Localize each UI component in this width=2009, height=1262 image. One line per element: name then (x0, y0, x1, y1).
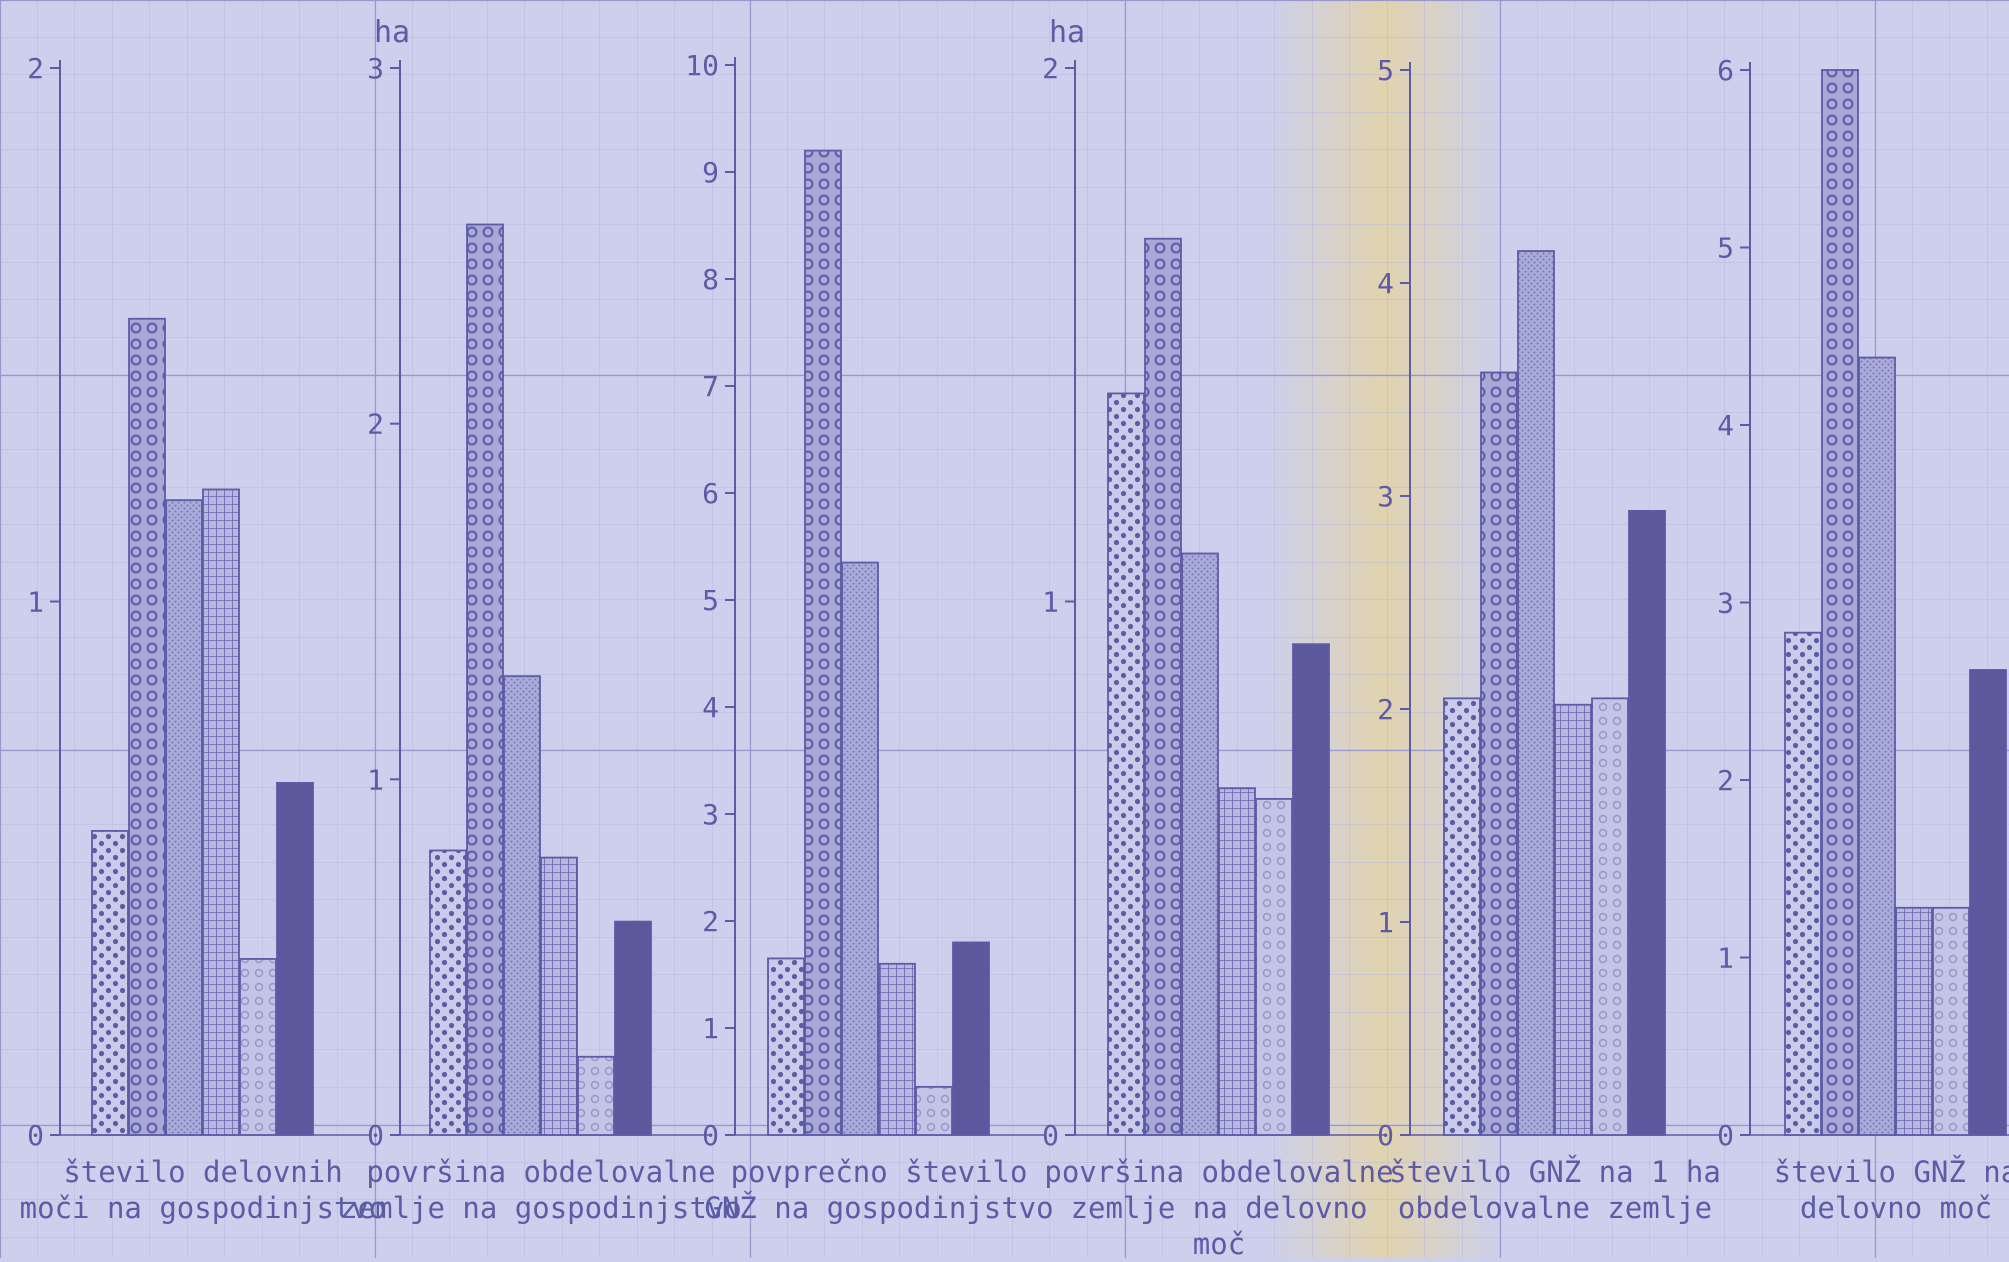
bar-light-circles (1255, 797, 1293, 1136)
y-tick-label: 5 (1377, 54, 1394, 87)
bar-light-circles (1932, 906, 1970, 1136)
y-tick-label: 8 (702, 263, 719, 296)
bar-circles (1144, 237, 1182, 1136)
y-tick-label: 5 (1717, 232, 1734, 265)
bar-stipple (1181, 552, 1219, 1136)
y-tick-label: 4 (1717, 409, 1734, 442)
y-tick-label: 1 (1377, 906, 1394, 939)
bar-grid (1895, 906, 1933, 1136)
category-label-line: moči na gospodinjstvo (20, 1191, 387, 1225)
y-tick-label: 3 (1717, 587, 1734, 620)
y-tick-label: 1 (702, 1012, 719, 1045)
category-label-line: površina obdelovalne (1044, 1155, 1393, 1189)
y-tick-label: 10 (685, 49, 719, 82)
bar-light-circles (577, 1055, 615, 1136)
bar-solid (1292, 643, 1330, 1136)
category-label-line: število delovnih (63, 1155, 342, 1189)
bar-circles (466, 223, 504, 1136)
bar-solid (952, 941, 990, 1136)
bar-stipple (841, 561, 879, 1136)
bar-grid (202, 488, 240, 1136)
bar-grid (878, 962, 916, 1136)
y-tick-label: 1 (367, 763, 384, 796)
bar-dots (1784, 631, 1822, 1136)
bar-solid (1969, 669, 2007, 1136)
bar-solid (276, 781, 314, 1136)
y-tick-label: 4 (1377, 267, 1394, 300)
bar-grid (540, 856, 578, 1136)
category-label-line: število GNŽ na (1774, 1155, 2009, 1189)
bar-grid (1218, 787, 1256, 1136)
y-tick-label: 9 (702, 156, 719, 189)
y-tick-label: 3 (367, 52, 384, 85)
bar-dots (429, 849, 467, 1136)
bar-dots (91, 830, 129, 1136)
category-label-line: povprečno število (731, 1155, 1028, 1189)
category-label-line: število GNŽ na 1 ha (1389, 1155, 1721, 1189)
y-tick-label: 4 (702, 691, 719, 724)
y-tick-label: 0 (1377, 1119, 1394, 1152)
y-tick-label: 1 (1717, 942, 1734, 975)
y-tick-label: 1 (27, 586, 44, 619)
category-label-line: zemlje na delovno (1071, 1191, 1368, 1225)
y-unit-label: ha (1049, 15, 1085, 50)
y-tick-label: 2 (1377, 693, 1394, 726)
category-label-line: obdelovalne zemlje (1398, 1191, 1712, 1225)
y-tick-label: 2 (27, 52, 44, 85)
bar-dots (1107, 392, 1145, 1136)
category-label-line: GNŽ na gospodinjstvo (704, 1191, 1053, 1225)
bar-light-circles (915, 1085, 953, 1136)
bar-circles (804, 149, 842, 1136)
bar-solid (1628, 510, 1666, 1136)
y-tick-label: 5 (702, 584, 719, 617)
y-unit-label: ha (374, 15, 410, 50)
y-tick-label: 0 (367, 1119, 384, 1152)
bar-light-circles (239, 958, 277, 1136)
y-tick-label: 6 (1717, 54, 1734, 87)
bar-stipple (165, 499, 203, 1136)
y-tick-label: 6 (702, 477, 719, 510)
bar-dots (1443, 697, 1481, 1136)
y-tick-label: 3 (1377, 480, 1394, 513)
bar-stipple (1858, 356, 1896, 1136)
y-tick-label: 1 (1042, 586, 1059, 619)
y-tick-label: 0 (1717, 1119, 1734, 1152)
bar-grid (1554, 703, 1592, 1136)
category-label-line: moč (1193, 1227, 1245, 1258)
bar-circles (1480, 371, 1518, 1136)
y-tick-label: 2 (1042, 52, 1059, 85)
bar-circles (1821, 69, 1859, 1136)
y-tick-label: 2 (1717, 764, 1734, 797)
bar-stipple (503, 675, 541, 1136)
y-tick-label: 0 (1042, 1119, 1059, 1152)
category-label-line: delovno moč (1800, 1191, 1992, 1225)
bar-solid (614, 920, 652, 1136)
bar-dots (767, 957, 805, 1136)
bar-light-circles (1591, 697, 1629, 1136)
y-tick-label: 2 (702, 905, 719, 938)
y-tick-label: 2 (367, 408, 384, 441)
y-tick-label: 7 (702, 370, 719, 403)
bar-circles (128, 317, 166, 1136)
y-tick-label: 3 (702, 798, 719, 831)
category-label-line: površina obdelovalne (366, 1155, 715, 1189)
y-tick-label: 0 (27, 1119, 44, 1152)
y-tick-label: 0 (702, 1119, 719, 1152)
bar-stipple (1517, 250, 1555, 1136)
category-label-line: zemlje na gospodinjstvo (340, 1191, 742, 1225)
